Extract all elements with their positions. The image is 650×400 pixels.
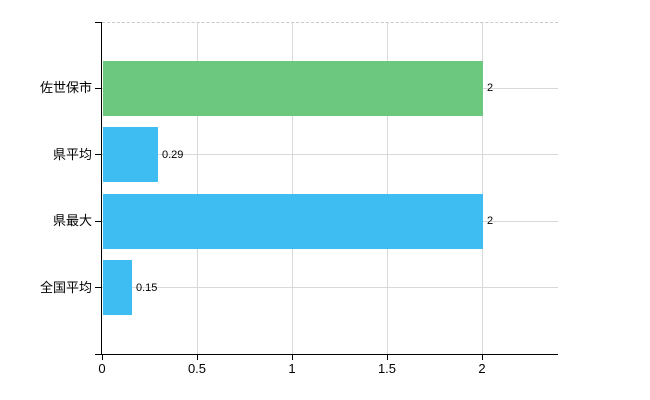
category-label: 佐世保市	[39, 80, 92, 95]
gridline-vertical	[482, 22, 483, 354]
category-label: 県平均	[52, 147, 92, 162]
y-axis-top-tick	[95, 21, 102, 23]
gridline-horizontal	[102, 154, 558, 156]
x-axis-tick-label: 1.5	[377, 361, 397, 376]
y-axis-line	[101, 22, 102, 354]
bar-value-label: 2	[487, 215, 494, 227]
x-axis-tick-label: 2	[478, 361, 486, 376]
x-axis-tick	[196, 355, 198, 360]
gridline-vertical	[387, 22, 388, 354]
bar-value-label: 2	[487, 82, 494, 94]
bar-value-label: 0.15	[136, 282, 158, 294]
gridline-vertical	[292, 22, 293, 354]
bar-2	[103, 194, 483, 249]
gridline-vertical	[197, 22, 198, 354]
bar-0	[103, 61, 483, 116]
x-axis-line	[95, 354, 558, 355]
y-axis-tick	[95, 220, 102, 222]
plot-top-border	[102, 22, 558, 23]
gridline-horizontal	[102, 287, 558, 289]
bar-value-label: 0.29	[162, 149, 184, 161]
y-axis-tick	[95, 154, 102, 156]
x-axis-tick-label: 0	[98, 361, 106, 376]
category-label: 全国平均	[39, 280, 92, 295]
x-axis-tick	[481, 355, 483, 360]
x-axis-tick-label: 1	[288, 361, 296, 376]
bar-3	[103, 260, 132, 315]
x-axis-tick-label: 0.5	[187, 361, 207, 376]
x-axis-tick	[291, 355, 293, 360]
y-axis-tick	[95, 87, 102, 89]
category-label: 県最大	[52, 213, 92, 228]
x-axis-tick	[386, 355, 388, 360]
y-axis-tick	[95, 287, 102, 289]
x-axis-tick	[101, 355, 103, 360]
bar-1	[103, 127, 158, 182]
